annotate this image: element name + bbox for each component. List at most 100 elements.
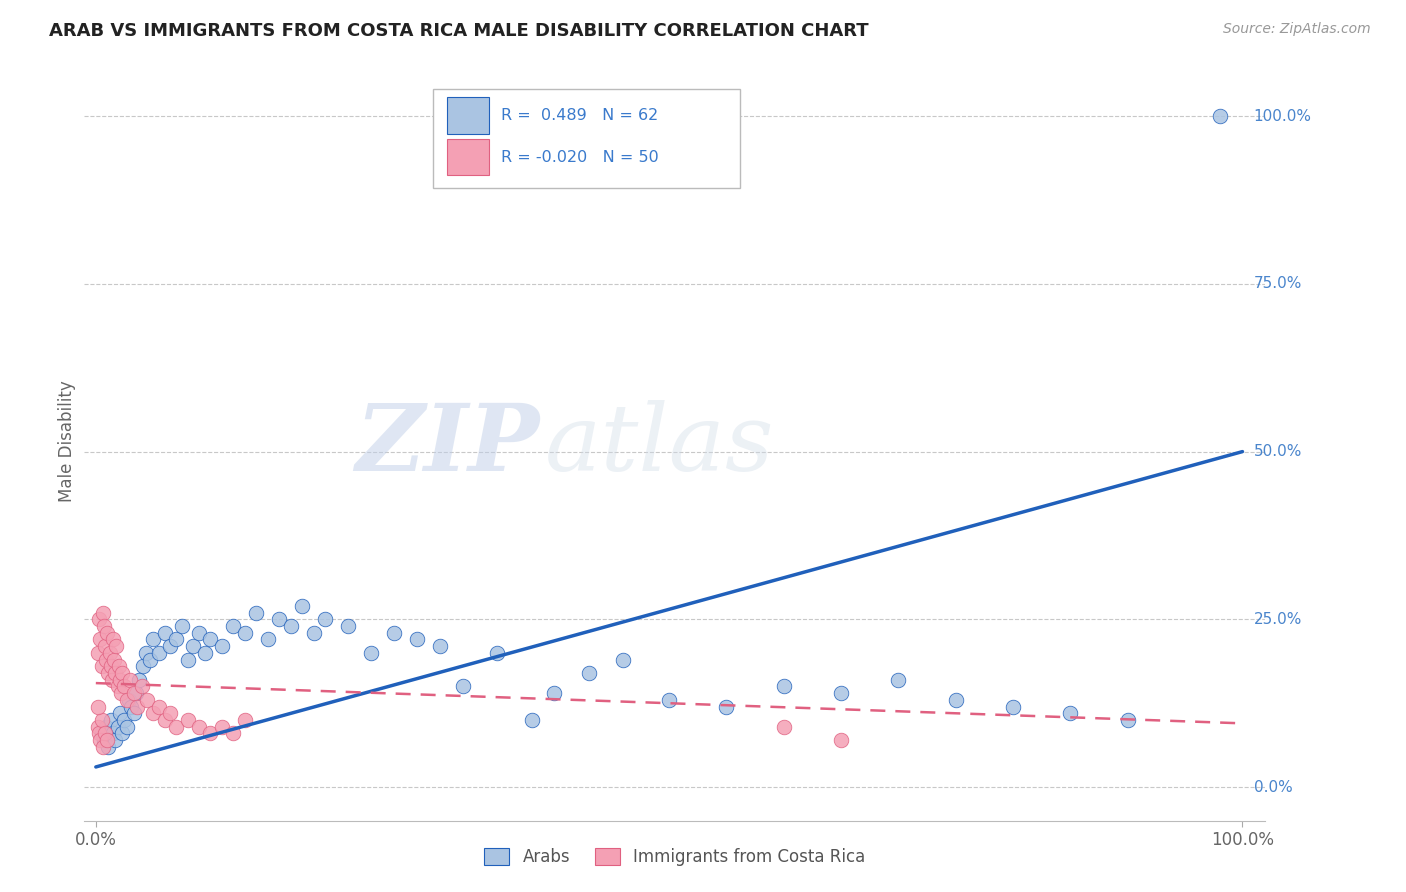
FancyBboxPatch shape (433, 89, 740, 187)
Point (89, 632, 111, 647)
Point (111, 666, 134, 681)
Text: 25.0%: 25.0% (1254, 612, 1302, 627)
Point (127, 699, 149, 714)
Point (222, 726, 245, 740)
Point (105, 639, 128, 653)
Point (100, 713, 122, 727)
Point (114, 713, 136, 727)
Point (94, 726, 117, 740)
Point (101, 726, 124, 740)
Point (830, 733, 852, 747)
Point (87, 646, 110, 660)
Text: atlas: atlas (546, 401, 775, 491)
Point (176, 713, 198, 727)
Point (772, 680, 794, 694)
Point (87, 699, 110, 714)
Point (91, 739, 114, 754)
Text: 0.0%: 0.0% (1254, 780, 1292, 795)
Point (120, 673, 142, 687)
Point (486, 646, 509, 660)
Text: 100.0%: 100.0% (1254, 109, 1312, 124)
Point (153, 713, 176, 727)
Point (1002, 699, 1025, 714)
Point (772, 720, 794, 734)
Point (101, 673, 124, 687)
Point (97, 666, 120, 681)
Point (108, 706, 131, 721)
Point (658, 693, 681, 707)
Point (89, 733, 111, 747)
Point (429, 639, 451, 653)
Point (269, 612, 291, 626)
Point (108, 673, 131, 687)
Point (945, 693, 967, 707)
Point (245, 606, 267, 620)
Point (110, 686, 132, 700)
Point (98, 646, 121, 660)
Point (97, 739, 120, 754)
Point (280, 619, 302, 633)
Point (612, 652, 634, 666)
Point (107, 659, 129, 673)
Point (291, 599, 314, 613)
Point (131, 680, 153, 694)
Point (159, 706, 181, 721)
Point (233, 713, 256, 727)
Point (94, 652, 117, 666)
Point (211, 720, 233, 734)
Point (120, 699, 142, 714)
Point (93, 733, 115, 747)
Point (104, 733, 127, 747)
Text: ARAB VS IMMIGRANTS FROM COSTA RICA MALE DISABILITY CORRELATION CHART: ARAB VS IMMIGRANTS FROM COSTA RICA MALE … (49, 22, 869, 40)
Point (406, 632, 429, 647)
Point (94, 639, 117, 653)
Point (200, 632, 222, 647)
Point (302, 625, 325, 640)
Point (520, 713, 543, 727)
Point (107, 680, 129, 694)
Point (118, 693, 141, 707)
Point (578, 666, 600, 681)
FancyBboxPatch shape (447, 139, 489, 176)
Point (153, 625, 176, 640)
Point (716, 699, 738, 714)
Point (114, 680, 136, 694)
Point (165, 720, 187, 734)
Point (1116, 713, 1139, 727)
Point (132, 659, 155, 673)
Text: Source: ZipAtlas.com: Source: ZipAtlas.com (1223, 22, 1371, 37)
Point (337, 619, 360, 633)
Point (90, 713, 112, 727)
Point (115, 720, 138, 734)
Text: 50.0%: 50.0% (1254, 444, 1302, 459)
Point (360, 646, 382, 660)
Point (382, 625, 405, 640)
Point (188, 625, 211, 640)
Point (142, 632, 165, 647)
Point (107, 720, 129, 734)
Point (194, 646, 217, 660)
Point (148, 646, 170, 660)
Point (128, 673, 150, 687)
Point (96, 733, 118, 747)
Point (87, 720, 110, 734)
Point (222, 619, 245, 633)
Point (101, 632, 124, 647)
Point (148, 699, 170, 714)
Point (90, 726, 112, 740)
Point (125, 686, 148, 700)
Point (211, 639, 233, 653)
Point (1059, 706, 1081, 721)
Point (1208, 109, 1230, 123)
Point (91, 606, 114, 620)
Text: 75.0%: 75.0% (1254, 277, 1302, 292)
Point (122, 686, 145, 700)
Legend: Arabs, Immigrants from Costa Rica: Arabs, Immigrants from Costa Rica (478, 841, 872, 873)
Point (181, 639, 204, 653)
Point (200, 726, 222, 740)
Point (887, 673, 910, 687)
Point (100, 659, 122, 673)
Point (314, 612, 336, 626)
FancyBboxPatch shape (447, 97, 489, 134)
Point (104, 666, 127, 681)
